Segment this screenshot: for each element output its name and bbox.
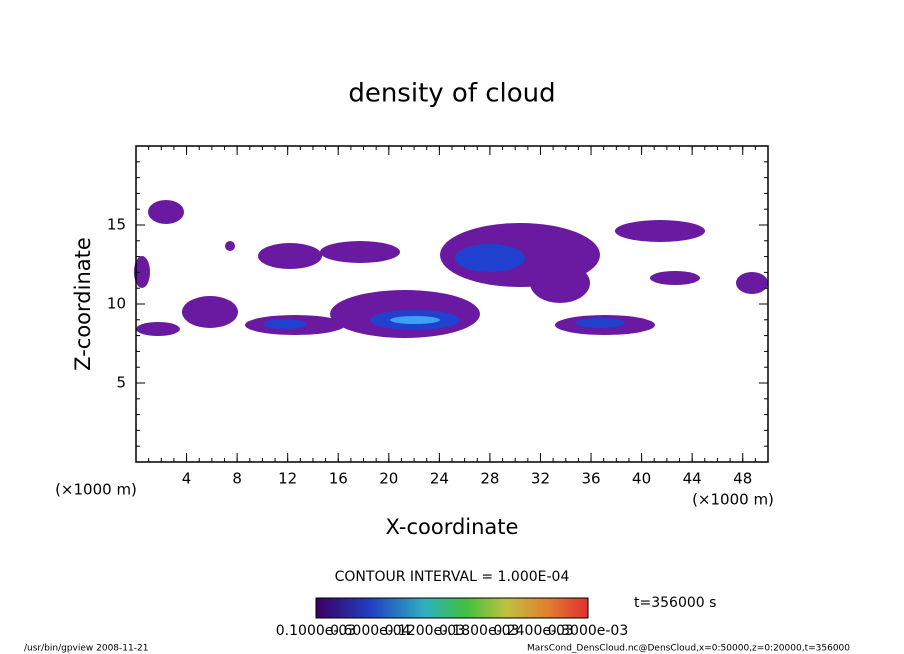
colorbar-label: 0.3000e-03 xyxy=(548,623,628,639)
colorbar-label: 0.6000e-04 xyxy=(330,623,411,639)
y-tick-label: 15 xyxy=(107,216,126,234)
x-tick-label: 24 xyxy=(430,470,449,488)
chart-title: density of cloud xyxy=(348,79,555,109)
x-tick-label: 20 xyxy=(379,470,398,488)
x-tick-label: 32 xyxy=(531,470,550,488)
x-tick-label: 44 xyxy=(683,470,702,488)
x-tick-label: 12 xyxy=(278,470,297,488)
y-tick-label: 10 xyxy=(107,295,126,313)
x-axis-label: X-coordinate xyxy=(386,515,519,539)
colorbar-label: 0.1000e-03 xyxy=(276,623,356,639)
contour-field xyxy=(134,200,768,338)
y-unit-label: (×1000 m) xyxy=(692,491,774,509)
colorbar-label: 0.1800e-03 xyxy=(439,623,519,639)
colorbar-label: 0.2400e-03 xyxy=(493,623,573,639)
time-label: t=356000 s xyxy=(634,595,716,611)
x-tick-label: 28 xyxy=(480,470,499,488)
x-tick-label: 16 xyxy=(329,470,348,488)
y-tick-label: 5 xyxy=(116,374,126,392)
x-tick-label: 48 xyxy=(733,470,752,488)
cloud-peak xyxy=(390,316,440,324)
x-tick-label: 40 xyxy=(632,470,651,488)
x-tick-label: 36 xyxy=(581,470,600,488)
footer-left: /usr/bin/gpview 2008-11-21 xyxy=(24,644,148,654)
x-tick-label: 4 xyxy=(182,470,192,488)
x-unit-label: (×1000 m) xyxy=(55,481,137,499)
colorbar-label: 0.1200e-03 xyxy=(385,623,465,639)
contour-interval: CONTOUR INTERVAL = 1.000E-04 xyxy=(335,569,570,585)
colorbar xyxy=(315,597,589,619)
y-axis-label: Z-coordinate xyxy=(71,237,95,371)
x-tick-label: 8 xyxy=(232,470,242,488)
footer-right: MarsCond_DensCloud.nc@DensCloud,x=0:5000… xyxy=(527,644,850,654)
